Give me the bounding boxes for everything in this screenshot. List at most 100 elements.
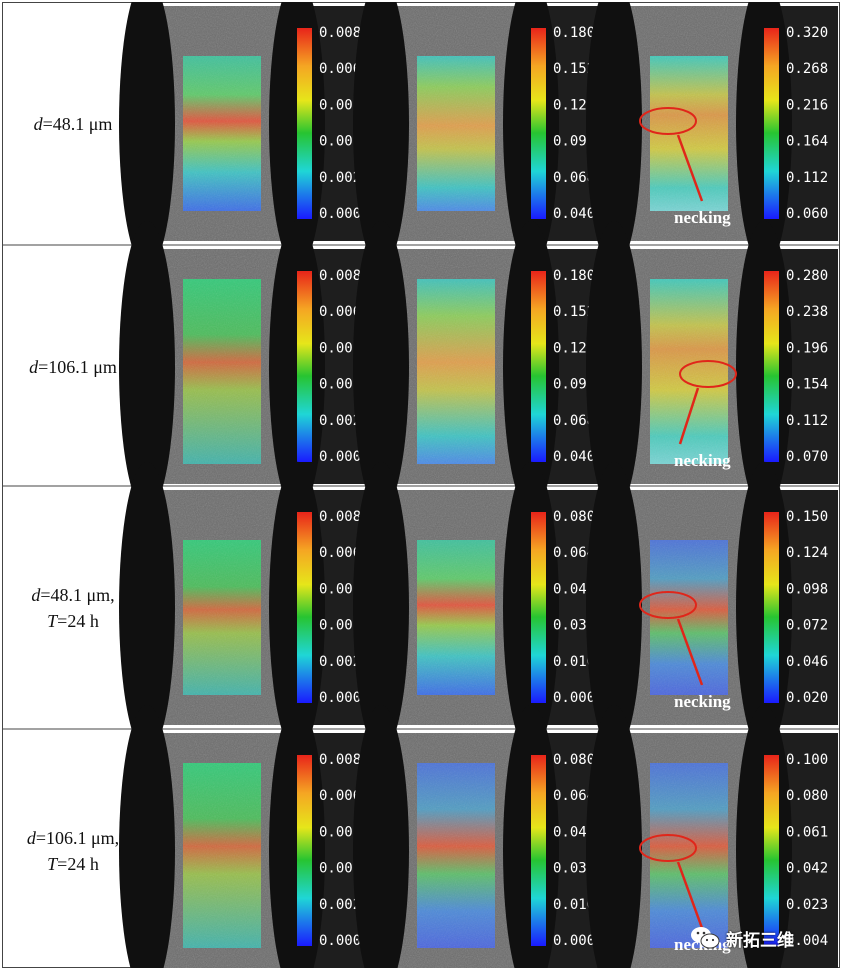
panels-layer: 0.008 0.006 0.005 0.003 0.002 0.000 0.180 0.152… <box>119 2 838 968</box>
row-label-4: d=106.1 μm, T=24 h <box>4 825 142 877</box>
scale-tick-label: 0.124 <box>553 340 595 356</box>
strain-field-speckle <box>417 56 495 211</box>
strain-panel-r4-c1: 0.008 0.006 0.005 0.003 0.002 0.000 <box>119 704 371 968</box>
strain-panel-r1-c1: 0.008 0.006 0.005 0.003 0.002 0.000 <box>119 2 371 270</box>
specimen-cutout-left <box>586 220 642 513</box>
specimen-cutout-left <box>353 461 409 754</box>
necking-ellipse <box>679 360 737 388</box>
scale-tick-label: 0.008 <box>319 509 361 525</box>
scale-tick-label: 0.124 <box>786 545 828 561</box>
scale-tick-label: 0.003 <box>319 618 361 634</box>
color-scale-bar <box>297 512 312 703</box>
scale-tick-label: 0.216 <box>786 97 828 113</box>
strain-field-speckle <box>183 279 261 464</box>
color-scale-bar <box>531 512 546 703</box>
scale-tick-label: 0.008 <box>319 268 361 284</box>
color-scale-bar <box>531 755 546 946</box>
row-label-line1: d=106.1 μm <box>29 356 117 377</box>
scale-tick-label: 0.072 <box>786 618 828 634</box>
scale-tick-label: 0.040 <box>553 206 595 222</box>
row-label-1: d=48.1 μm <box>4 111 142 137</box>
scale-tick-label: 0.080 <box>786 788 828 804</box>
strain-field-speckle <box>183 763 261 948</box>
scale-tick-label: 0.070 <box>786 449 828 465</box>
row-label-line1: d=106.1 μm, <box>26 827 120 848</box>
scale-tick-label: 0.006 <box>319 788 361 804</box>
strain-field-speckle <box>183 540 261 695</box>
scale-tick-label: 0.016 <box>553 897 595 913</box>
scale-tick-label: 0.048 <box>553 581 595 597</box>
scale-tick-label: 0.020 <box>786 690 828 706</box>
specimen-cutout-left <box>353 704 409 968</box>
color-scale-bar <box>297 271 312 462</box>
scale-tick-label: 0.280 <box>786 268 828 284</box>
strain-field-speckle <box>417 279 495 464</box>
scale-tick-label: 0.196 <box>786 340 828 356</box>
specimen-cutout-left <box>353 220 409 513</box>
scale-tick-label: 0.005 <box>319 340 361 356</box>
scale-tick-label: 0.064 <box>553 545 595 561</box>
scale-tick-label: 0.048 <box>553 824 595 840</box>
scale-tick-label: 0.180 <box>553 268 595 284</box>
scale-tick-label: 0.096 <box>553 377 595 393</box>
strain-field-speckle <box>417 540 495 695</box>
scale-tick-label: 0.002 <box>319 170 361 186</box>
scale-tick-label: 0.068 <box>553 170 595 186</box>
color-scale-bar <box>297 28 312 219</box>
scale-tick-label: 0.154 <box>786 377 828 393</box>
necking-arrow <box>676 618 704 686</box>
scale-tick-label: 0.080 <box>553 509 595 525</box>
scale-tick-label: 0.006 <box>319 304 361 320</box>
specimen-cutout-left <box>119 2 175 270</box>
scale-tick-label: 0.002 <box>319 654 361 670</box>
necking-label: necking <box>674 451 731 470</box>
strain-panel-r2-c1: 0.008 0.006 0.005 0.003 0.002 0.000 <box>119 220 371 513</box>
color-scale-bar <box>764 755 779 946</box>
scale-tick-label: 0.061 <box>786 824 828 840</box>
strain-panel-r2-c2: 0.180 0.152 0.124 0.096 0.068 0.040 <box>353 220 605 513</box>
scale-tick-label: 0.046 <box>786 654 828 670</box>
scale-tick-label: 0.100 <box>786 752 828 768</box>
watermark: 新拓三维 <box>690 920 830 956</box>
scale-tick-label: 0.004 <box>786 933 828 949</box>
color-scale-bar <box>531 28 546 219</box>
row-label-line1: d=48.1 μm, <box>31 584 115 605</box>
scale-tick-label: 0.000 <box>319 690 361 706</box>
wechat-icon <box>691 927 720 949</box>
scale-tick-label: 0.096 <box>553 134 595 150</box>
scale-tick-label: 0.023 <box>786 897 828 913</box>
strain-panel-r2-c3: 0.280 0.238 0.196 0.154 0.112 0.070 necking <box>586 220 838 513</box>
scale-tick-label: 0.003 <box>319 861 361 877</box>
necking-label: necking <box>674 208 731 227</box>
necking-ellipse <box>639 107 697 135</box>
scale-tick-label: 0.032 <box>553 861 595 877</box>
scale-tick-label: 0.080 <box>553 752 595 768</box>
scale-tick-label: 0.068 <box>553 413 595 429</box>
scale-tick-label: 0.320 <box>786 25 828 41</box>
scale-tick-label: 0.002 <box>319 897 361 913</box>
scale-tick-label: 0.060 <box>786 206 828 222</box>
specimen-cutout-left <box>586 2 642 270</box>
scale-tick-label: 0.064 <box>553 788 595 804</box>
watermark-text: 新拓三维 <box>726 930 794 951</box>
scale-tick-label: 0.002 <box>319 413 361 429</box>
scale-tick-label: 0.152 <box>553 304 595 320</box>
strain-field-speckle <box>650 279 728 464</box>
strain-field-speckle <box>183 56 261 211</box>
scale-tick-label: 0.238 <box>786 304 828 320</box>
scale-tick-label: 0.000 <box>553 933 595 949</box>
scale-tick-label: 0.268 <box>786 61 828 77</box>
row-label-line2: T=24 h <box>47 610 99 631</box>
scale-tick-label: 0.008 <box>319 752 361 768</box>
row-label-3: d=48.1 μm, T=24 h <box>4 582 142 634</box>
scale-tick-label: 0.000 <box>319 933 361 949</box>
color-scale-bar <box>764 271 779 462</box>
scale-tick-label: 0.112 <box>786 413 828 429</box>
specimen-cutout-left <box>586 704 642 968</box>
scale-tick-label: 0.016 <box>553 654 595 670</box>
necking-arrow <box>676 134 704 202</box>
specimen-cutout-left <box>119 461 175 754</box>
color-scale-bar <box>764 512 779 703</box>
